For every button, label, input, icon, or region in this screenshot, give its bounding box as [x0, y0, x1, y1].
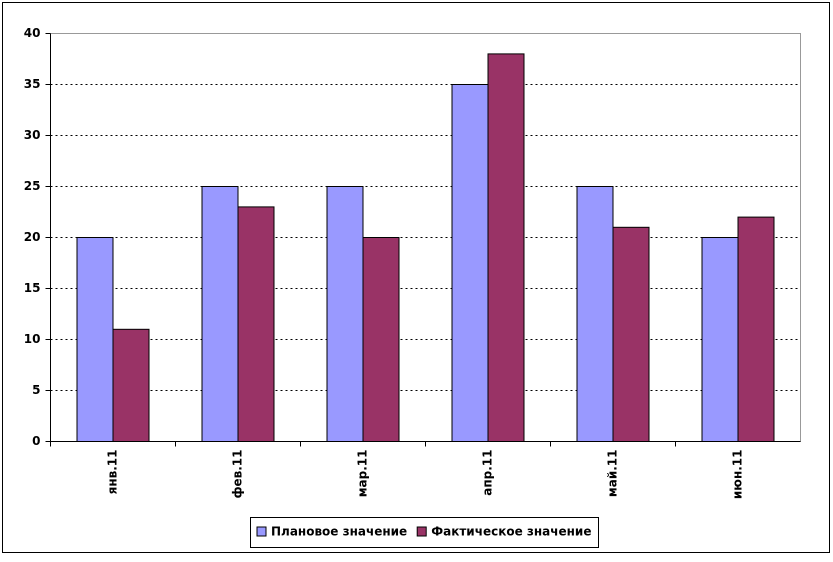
x-tick-label: мар.11 [356, 450, 370, 498]
y-tick-label: 40 [24, 26, 41, 40]
y-tick-label: 20 [24, 230, 41, 244]
legend: Плановое значение Фактическое значение [250, 517, 599, 548]
bar [576, 186, 614, 442]
legend-label: Фактическое значение [431, 525, 591, 539]
bar [76, 237, 114, 442]
y-tick-label: 25 [24, 179, 41, 193]
bar [701, 237, 739, 442]
y-tick-label: 30 [24, 128, 41, 142]
bar [201, 186, 239, 442]
y-tick-label: 0 [32, 434, 40, 448]
bar [451, 84, 489, 442]
x-tick-label: фев.11 [231, 450, 245, 499]
x-tick-label: апр.11 [481, 450, 495, 496]
legend-label: Плановое значение [271, 525, 407, 539]
bar [326, 186, 364, 442]
bar [612, 226, 650, 442]
y-tick-label: 10 [24, 332, 41, 346]
y-tick-label: 15 [24, 281, 41, 295]
bar [237, 206, 275, 442]
y-tick-label: 35 [24, 77, 41, 91]
bar [487, 53, 525, 443]
bar [362, 237, 400, 442]
legend-swatch [416, 526, 427, 537]
x-tick-label: май.11 [606, 450, 620, 498]
bar [737, 216, 775, 442]
y-tick-label: 5 [32, 383, 40, 397]
x-tick-label: янв.11 [106, 450, 120, 495]
bar [112, 328, 150, 442]
legend-swatch [256, 526, 267, 537]
x-tick-label: июн.11 [731, 450, 745, 500]
